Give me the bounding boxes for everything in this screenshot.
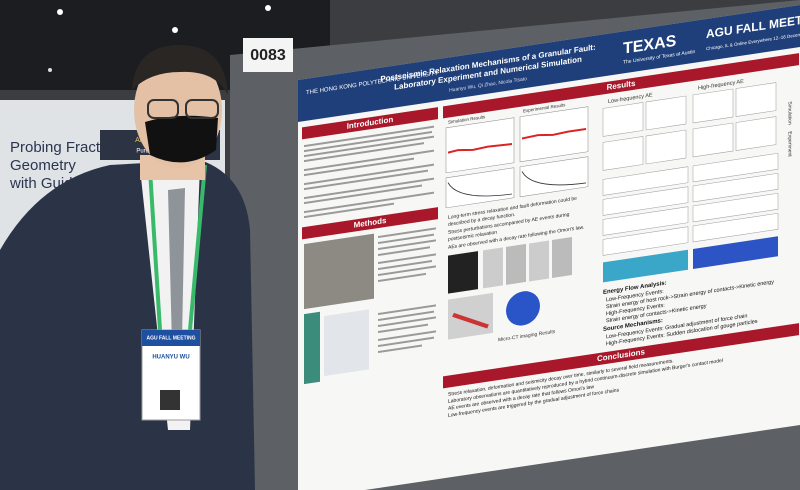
plot-trace xyxy=(521,127,586,140)
poster-detail xyxy=(304,169,428,191)
poster-detail xyxy=(602,206,689,236)
poster-detail xyxy=(735,116,777,151)
section-header xyxy=(302,107,438,140)
poster-detail xyxy=(378,310,434,322)
side-label: Experiment xyxy=(787,131,793,158)
panel-label: Simulation Results xyxy=(448,114,486,125)
glasses xyxy=(147,99,179,119)
poster-detail xyxy=(304,163,434,186)
poster-detail xyxy=(378,272,426,283)
model-diagram xyxy=(324,309,369,377)
poster-detail xyxy=(378,304,436,316)
poster-detail xyxy=(692,212,779,243)
poster-detail xyxy=(378,246,430,257)
booth-sign xyxy=(243,38,293,72)
ae-plots xyxy=(602,82,779,256)
badge-qr xyxy=(160,390,180,410)
glasses xyxy=(185,99,219,119)
poster-detail xyxy=(378,265,436,277)
poster-detail xyxy=(304,157,414,177)
poster-detail xyxy=(378,336,434,348)
poster: THE HONG KONG POLYTECHNIC UNIVERSITY Pos… xyxy=(298,4,800,490)
section-header xyxy=(443,323,799,389)
poster-detail xyxy=(378,239,436,251)
section-header xyxy=(302,207,438,240)
left-poster-title: Geometry xyxy=(10,157,76,174)
section-title: Results xyxy=(607,79,636,92)
intro-text xyxy=(304,125,434,219)
ct-crack xyxy=(452,312,489,329)
poster-detail xyxy=(602,226,689,256)
poster-detail xyxy=(304,142,424,163)
section-header xyxy=(443,53,799,119)
lanyard xyxy=(148,164,207,331)
side-label: Simulation xyxy=(787,101,793,125)
poster-detail xyxy=(378,253,436,265)
poster-detail xyxy=(378,330,436,342)
badge-header xyxy=(142,330,200,346)
light xyxy=(57,9,63,15)
left-poster-title: Probing Fracture xyxy=(10,139,122,156)
sample-image xyxy=(304,311,320,385)
ct-image xyxy=(448,251,478,294)
panel-label: Experimental Results xyxy=(523,102,566,113)
poster-detail xyxy=(378,227,436,239)
light xyxy=(265,5,271,11)
light xyxy=(172,27,178,33)
poster-detail xyxy=(692,172,779,203)
face-mask xyxy=(145,115,218,163)
lab-photo xyxy=(304,233,374,310)
poster-detail xyxy=(692,122,734,158)
poster-detail xyxy=(602,186,689,216)
ct-image xyxy=(529,240,549,282)
plot xyxy=(445,167,515,209)
plot xyxy=(519,156,589,198)
hair xyxy=(132,45,228,95)
poster-detail xyxy=(304,191,434,214)
poster-detail xyxy=(602,136,644,171)
poster-detail xyxy=(378,259,432,271)
poster-detail xyxy=(735,82,777,117)
booth-number: 0083 xyxy=(250,47,286,64)
plot-trace xyxy=(521,171,587,186)
ct-image xyxy=(448,292,493,340)
poster-detail xyxy=(378,233,434,245)
ct-image xyxy=(506,243,526,285)
badge-meeting: AGU FALL MEETING xyxy=(146,335,195,341)
plot-trace xyxy=(447,143,513,154)
velocity-map xyxy=(603,249,688,283)
plot-trace xyxy=(447,182,513,197)
poster-detail xyxy=(304,202,394,219)
poster-detail xyxy=(304,177,434,200)
velocity-map xyxy=(693,236,778,269)
poster-detail xyxy=(378,323,428,334)
poster-detail xyxy=(378,344,422,354)
poster-detail xyxy=(645,129,687,165)
poster-detail xyxy=(692,88,734,124)
light xyxy=(48,68,52,72)
poster-detail xyxy=(602,166,689,196)
poster-header xyxy=(298,4,800,122)
suit xyxy=(0,160,255,490)
poster-detail xyxy=(304,184,422,205)
poster-detail xyxy=(645,95,687,131)
poster-detail xyxy=(304,135,434,158)
poster-detail xyxy=(692,152,779,183)
poster-detail xyxy=(602,102,644,137)
ct-particles xyxy=(506,291,540,326)
poster-detail xyxy=(304,130,432,153)
tie xyxy=(168,188,185,345)
poster-detail xyxy=(304,125,434,148)
badge-name: HUANYU WU xyxy=(152,355,189,361)
ct-image xyxy=(552,237,572,279)
plot xyxy=(445,117,515,174)
methods-text xyxy=(378,227,436,354)
poster-detail xyxy=(378,316,436,328)
ct-image xyxy=(483,247,503,289)
poster-detail xyxy=(692,192,779,223)
poster-detail xyxy=(304,149,434,172)
